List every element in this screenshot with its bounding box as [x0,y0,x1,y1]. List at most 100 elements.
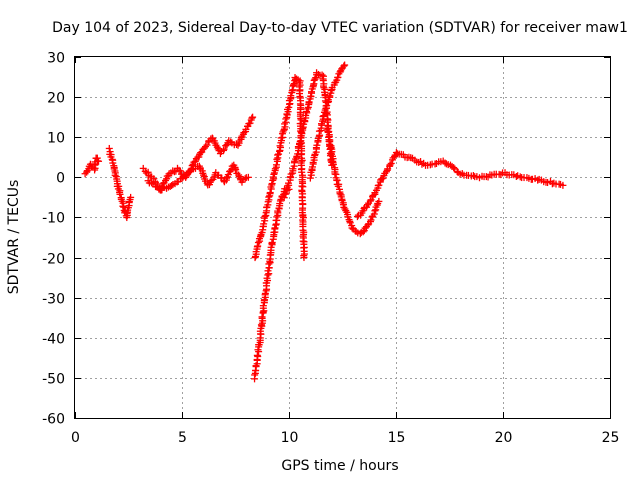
data-point [375,181,383,189]
plot-frame [74,56,611,419]
data-point [319,113,327,121]
y-axis-label: SDTVAR / TECUs [6,180,22,295]
data-point [201,143,209,151]
data-point [220,145,228,153]
data-point [116,190,124,198]
data-point [148,179,156,187]
data-point [352,227,360,235]
data-point [266,189,274,197]
x-tick-label: 5 [178,430,187,446]
x-tick-label: 25 [602,430,620,446]
data-point [285,103,293,111]
x-axis-label: GPS time / hours [281,458,398,474]
data-point [258,313,266,321]
data-point [323,102,331,110]
data-point [261,212,269,220]
y-tick-label: 30 [47,51,65,67]
data-point [287,92,295,100]
data-point [105,144,113,152]
data-point [290,81,298,89]
data-point [367,196,375,204]
data-point [334,73,342,81]
data-point [224,171,232,179]
data-point [294,150,302,158]
data-point [300,254,308,262]
y-tick-label: -40 [42,332,65,348]
data-point [318,71,326,79]
data-point [249,113,257,121]
data-point [516,173,524,181]
x-tick-label: 0 [71,430,80,446]
data-point [341,61,349,69]
data-point [387,159,395,167]
data-point [469,172,477,180]
data-point [273,213,281,221]
data-point [244,173,252,181]
data-point [282,115,290,123]
data-point [246,119,254,127]
data-point [274,151,282,159]
data-point [313,141,321,149]
data-point [340,62,348,70]
axis-ticks [75,57,611,419]
chart-title: Day 104 of 2023, Sidereal Day-to-day VTE… [52,20,628,36]
data-point [265,193,273,201]
data-markers [81,61,567,383]
data-point [200,171,208,179]
data-point [334,182,342,190]
data-point [176,167,184,175]
data-point [304,105,312,113]
data-point [450,164,458,172]
data-point [284,179,292,187]
x-tick-label: 15 [388,430,406,446]
x-tick-label: 20 [495,430,513,446]
data-point [371,207,379,215]
data-point [254,239,262,247]
data-point [259,302,267,310]
data-point [276,142,284,150]
x-tick-label: 10 [281,430,299,446]
data-point [359,228,367,236]
data-point [95,157,103,165]
data-point [144,168,152,176]
data-point [260,220,268,228]
y-tick-label: -30 [42,292,65,308]
data-point [366,197,374,205]
data-point [280,194,288,202]
data-point [226,167,234,175]
data-point [323,118,331,126]
data-point [251,371,259,379]
data-point [386,161,394,169]
data-point [263,274,271,282]
data-point [293,75,301,83]
data-point [119,202,127,210]
data-point [271,165,279,173]
y-tick-label: -10 [42,211,65,227]
data-point [273,155,281,163]
y-tick-label: -50 [42,372,65,388]
data-point [190,158,198,166]
grid [75,57,610,418]
data-point [282,190,290,198]
y-tick-label: -20 [42,252,65,268]
y-tick-label: 20 [47,91,65,107]
data-point [223,174,231,182]
data-point [281,120,289,128]
data-point [375,197,383,205]
data-point [353,213,361,221]
data-point [280,126,288,134]
data-point [367,216,375,224]
data-point [178,174,186,182]
data-point [227,138,235,146]
data-point [111,171,119,179]
data-point [299,183,307,191]
y-tick-label: 10 [47,131,65,147]
data-point [329,161,337,169]
data-point [336,190,344,198]
data-point [559,181,567,189]
data-point [298,168,306,176]
data-point [320,84,328,92]
data-point [254,242,262,250]
data-point [268,238,276,246]
